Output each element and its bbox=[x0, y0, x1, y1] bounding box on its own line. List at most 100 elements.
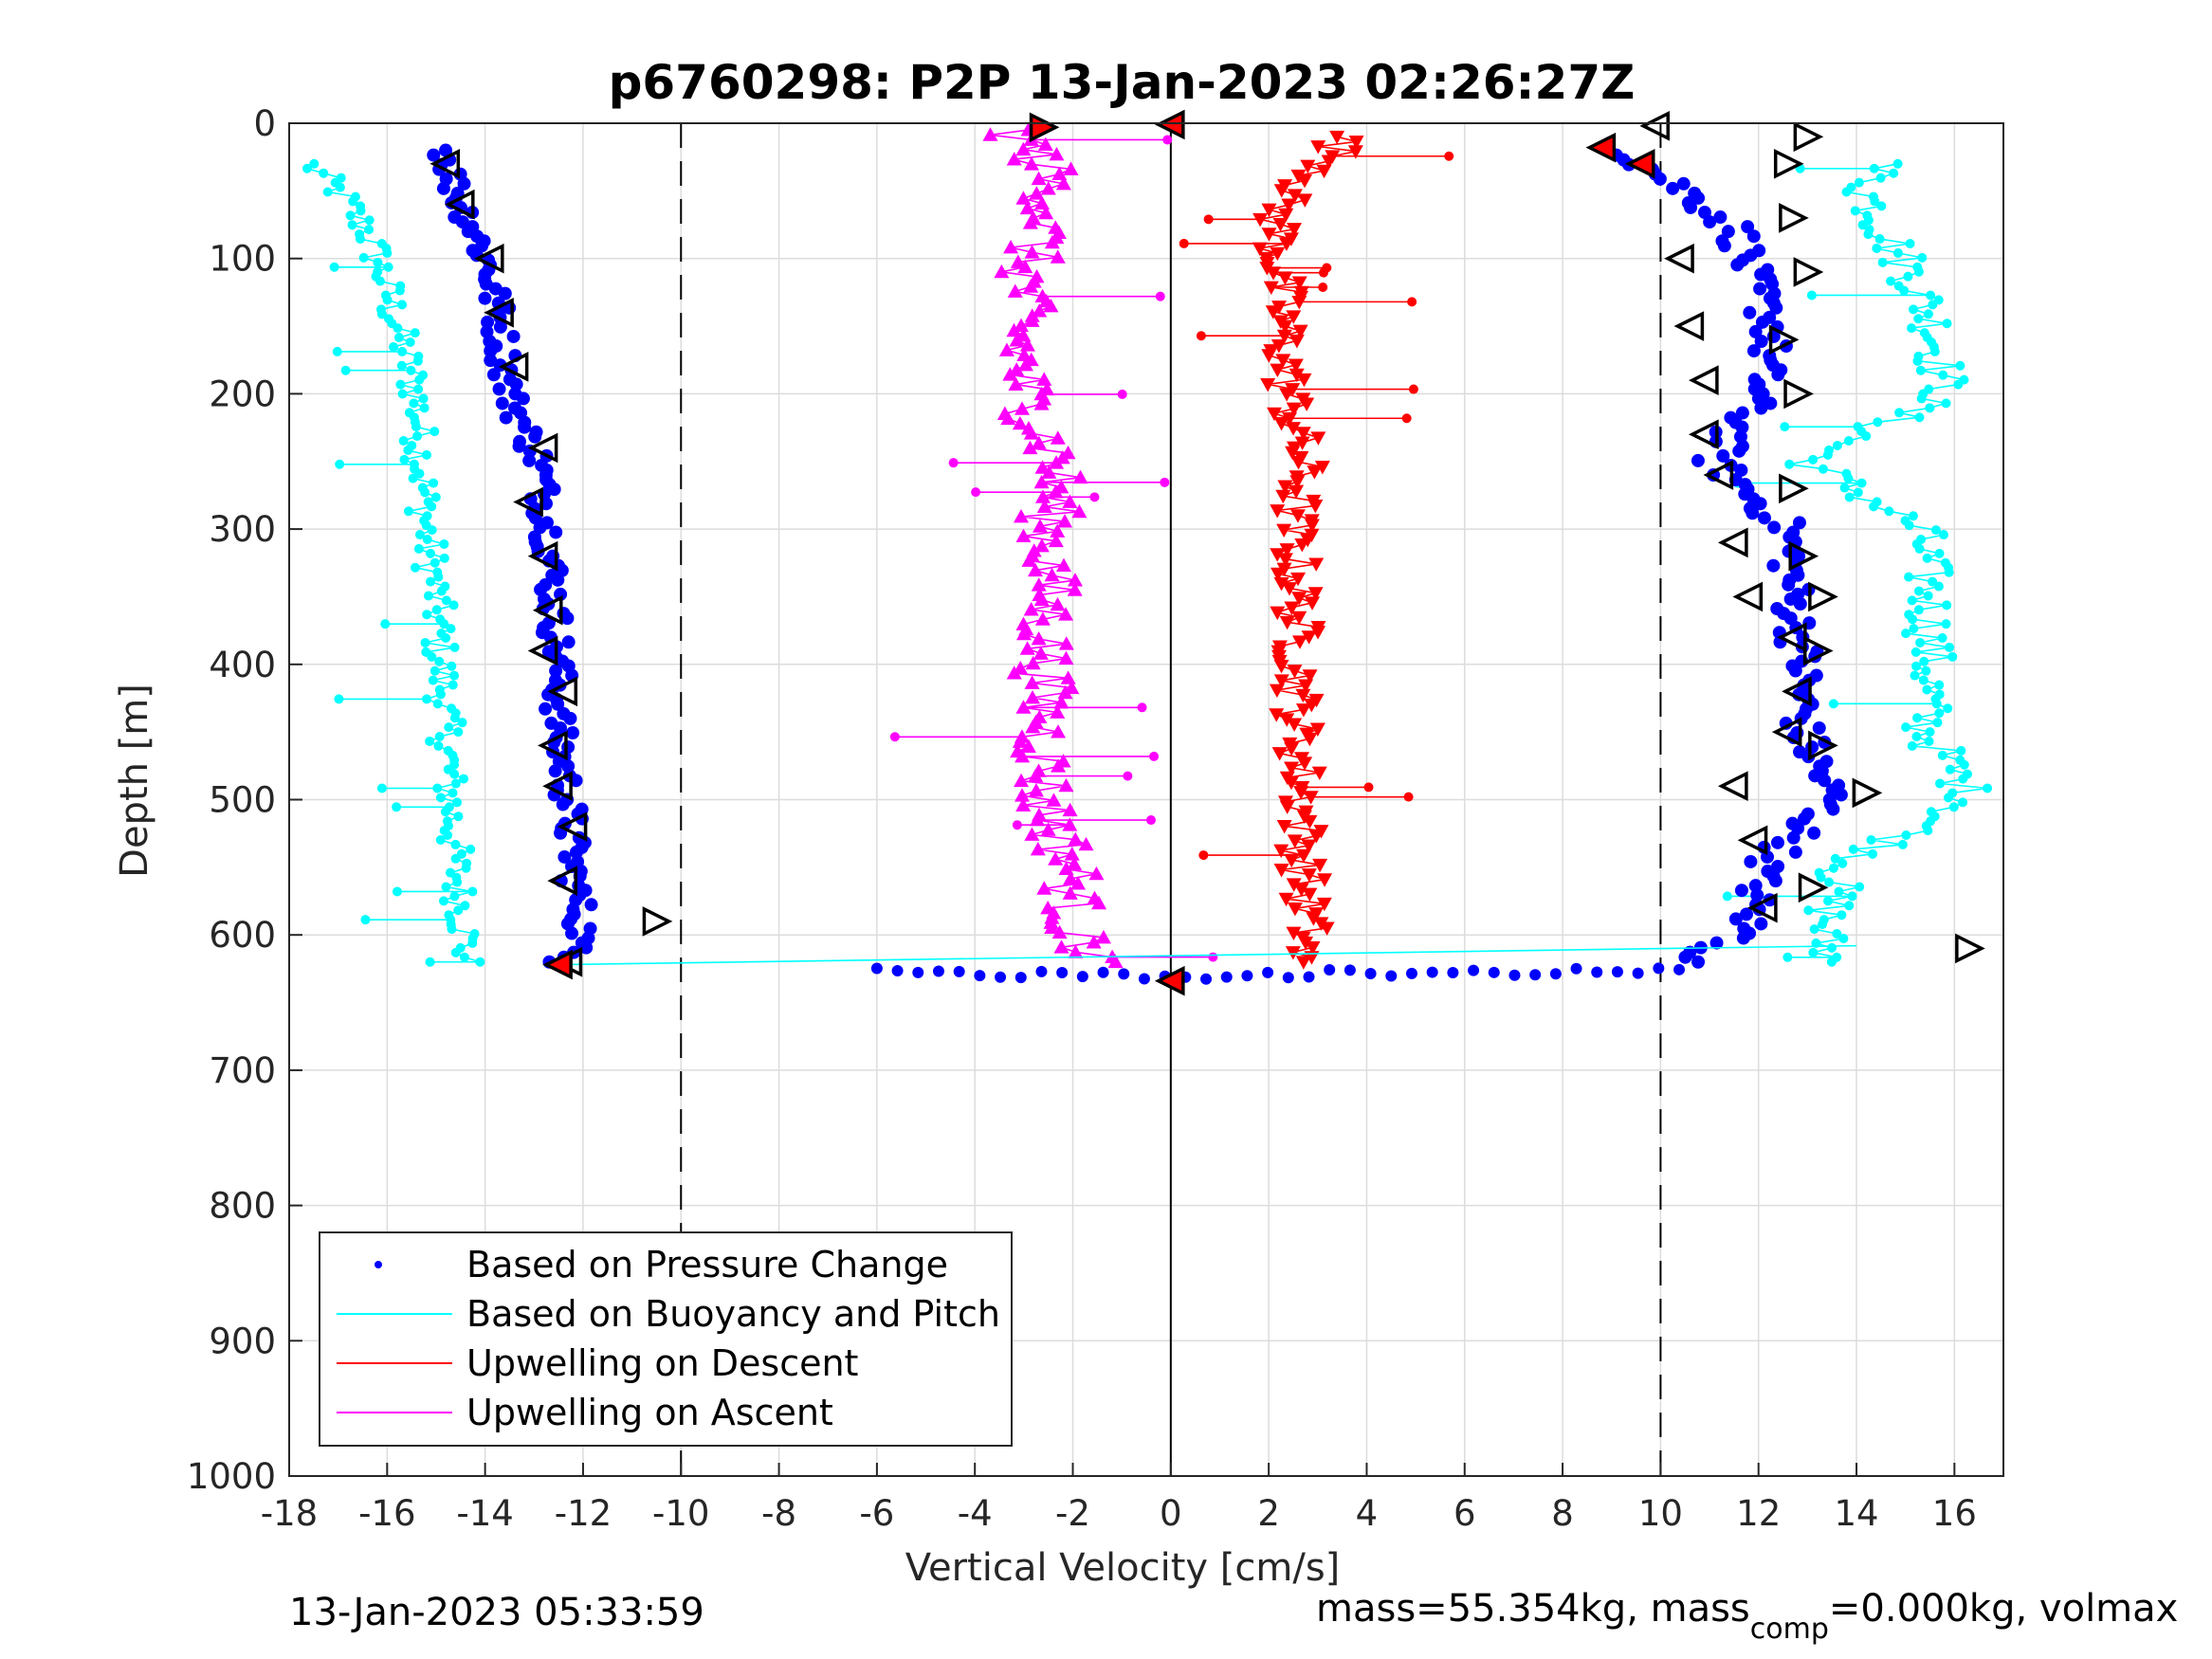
buoyancy-descent-point bbox=[403, 445, 413, 455]
buoyancy-ascent-point bbox=[1934, 680, 1945, 690]
upwelling-descent-point bbox=[1270, 504, 1286, 519]
buoyancy-ascent-point bbox=[1803, 905, 1814, 916]
upwelling-descent-point bbox=[1306, 912, 1322, 926]
x-tick-label: -8 bbox=[761, 1493, 796, 1534]
pressure-bottom-point bbox=[1282, 972, 1294, 984]
buoyancy-ascent-point bbox=[1958, 774, 1968, 784]
upwelling-ascent-point bbox=[1057, 514, 1073, 528]
mode-change-marker bbox=[1717, 527, 1748, 558]
y-tick-label: 100 bbox=[209, 239, 276, 280]
upwelling-descent-point bbox=[1318, 283, 1328, 293]
pressure-ascent-point bbox=[1748, 324, 1763, 338]
pressure-ascent-point bbox=[1788, 845, 1802, 859]
buoyancy-descent-point bbox=[426, 576, 436, 587]
buoyancy-descent-point bbox=[438, 896, 448, 906]
pressure-descent-point bbox=[516, 392, 530, 406]
pressure-ascent-point bbox=[1709, 936, 1724, 950]
buoyancy-ascent-point bbox=[1937, 633, 1947, 644]
upwelling-descent-point bbox=[1302, 814, 1318, 830]
footer-mass: mass=55.354kg, masscomp=0.000kg, volmax bbox=[1316, 1587, 2178, 1646]
buoyancy-ascent-point bbox=[1837, 858, 1848, 868]
buoyancy-ascent-point bbox=[1942, 600, 1952, 611]
buoyancy-descent-point bbox=[340, 365, 351, 375]
upwelling-descent-point bbox=[1348, 135, 1364, 150]
buoyancy-ascent-point bbox=[1938, 370, 1948, 380]
buoyancy-descent-point bbox=[452, 877, 463, 887]
pressure-descent-point bbox=[551, 573, 565, 587]
upwelling-descent-point bbox=[1273, 674, 1289, 688]
upwelling-ascent-point bbox=[1029, 186, 1045, 200]
pressure-descent-point bbox=[579, 940, 594, 955]
pressure-ascent-point bbox=[1767, 520, 1782, 535]
pressure-ascent-point bbox=[1678, 950, 1692, 964]
pressure-bottom-point bbox=[1035, 965, 1048, 977]
upwelling-descent-point bbox=[1179, 238, 1189, 248]
pressure-bottom-point bbox=[1570, 962, 1582, 975]
mode-change-marker bbox=[444, 189, 475, 220]
upwelling-descent-point bbox=[1279, 800, 1295, 814]
buoyancy-ascent-point bbox=[1808, 454, 1819, 465]
upwelling-descent-point bbox=[1407, 297, 1417, 307]
x-tick-label: -12 bbox=[555, 1493, 612, 1534]
upwelling-ascent-point bbox=[1031, 435, 1047, 449]
upwelling-descent-point bbox=[1287, 665, 1303, 679]
buoyancy-ascent-point bbox=[1932, 718, 1943, 728]
buoyancy-descent-point bbox=[373, 257, 383, 267]
buoyancy-descent-point bbox=[459, 952, 469, 962]
upwelling-descent-point bbox=[1287, 902, 1303, 917]
buoyancy-descent-point bbox=[392, 802, 402, 812]
y-tick-label: 200 bbox=[209, 374, 276, 414]
mode-change-marker bbox=[498, 352, 529, 382]
upwelling-descent-point bbox=[1286, 422, 1302, 436]
legend-label: Upwelling on Ascent bbox=[466, 1392, 833, 1433]
buoyancy-ascent-point bbox=[1855, 882, 1865, 892]
upwelling-descent-point bbox=[1288, 358, 1304, 373]
upwelling-ascent-point bbox=[1055, 175, 1071, 191]
upwelling-descent-point bbox=[1295, 956, 1311, 970]
buoyancy-ascent-point bbox=[1901, 629, 1911, 639]
upwelling-ascent-point bbox=[1053, 939, 1069, 954]
upwelling-ascent-point bbox=[994, 264, 1010, 279]
upwelling-descent-point bbox=[1285, 446, 1301, 461]
buoyancy-descent-point bbox=[397, 300, 408, 310]
buoyancy-descent-point bbox=[452, 797, 463, 808]
upwelling-descent-point bbox=[1302, 732, 1318, 747]
upwelling-ascent-point bbox=[1030, 842, 1046, 856]
pressure-descent-point bbox=[558, 849, 572, 864]
upwelling-ascent-point bbox=[1028, 783, 1044, 797]
upwelling-ascent-point bbox=[1088, 866, 1105, 881]
buoyancy-descent-point bbox=[427, 651, 437, 662]
upwelling-ascent-point bbox=[1024, 827, 1040, 841]
pressure-ascent-point bbox=[1734, 884, 1748, 898]
upwelling-ascent-point bbox=[1043, 298, 1059, 313]
pressure-ascent-point bbox=[1788, 664, 1802, 678]
buoyancy-ascent-point bbox=[1780, 422, 1790, 432]
pressure-descent-point bbox=[478, 291, 492, 305]
buoyancy-descent-point bbox=[392, 886, 402, 897]
buoyancy-descent-point bbox=[412, 431, 423, 442]
buoyancy-descent-point bbox=[431, 605, 442, 615]
upwelling-ascent-point bbox=[1014, 773, 1030, 788]
upwelling-ascent-point bbox=[1062, 494, 1078, 508]
mode-change-marker bbox=[1783, 378, 1814, 410]
upwelling-descent-point bbox=[1270, 363, 1286, 378]
upwelling-descent-point bbox=[1269, 708, 1285, 722]
upwelling-ascent-point bbox=[1015, 191, 1032, 205]
pressure-ascent-point bbox=[1753, 282, 1767, 296]
upwelling-descent-point bbox=[1277, 480, 1293, 494]
pressure-bottom-point bbox=[1220, 971, 1233, 983]
pressure-ascent-point bbox=[1755, 315, 1769, 329]
buoyancy-descent-point bbox=[434, 656, 445, 666]
upwelling-ascent-point bbox=[1015, 797, 1032, 811]
buoyancy-ascent-point bbox=[1889, 168, 1899, 178]
buoyancy-descent-point bbox=[411, 422, 421, 432]
mode-change-marker bbox=[1703, 460, 1734, 490]
x-tick-label: 14 bbox=[1834, 1493, 1878, 1534]
mode-change-marker bbox=[1768, 324, 1800, 356]
upwelling-descent-point bbox=[1287, 834, 1303, 848]
buoyancy-ascent-point bbox=[1828, 863, 1838, 873]
pressure-descent-point bbox=[492, 382, 506, 396]
upwelling-descent-point bbox=[1307, 500, 1324, 514]
buoyancy-descent-point bbox=[420, 637, 430, 647]
